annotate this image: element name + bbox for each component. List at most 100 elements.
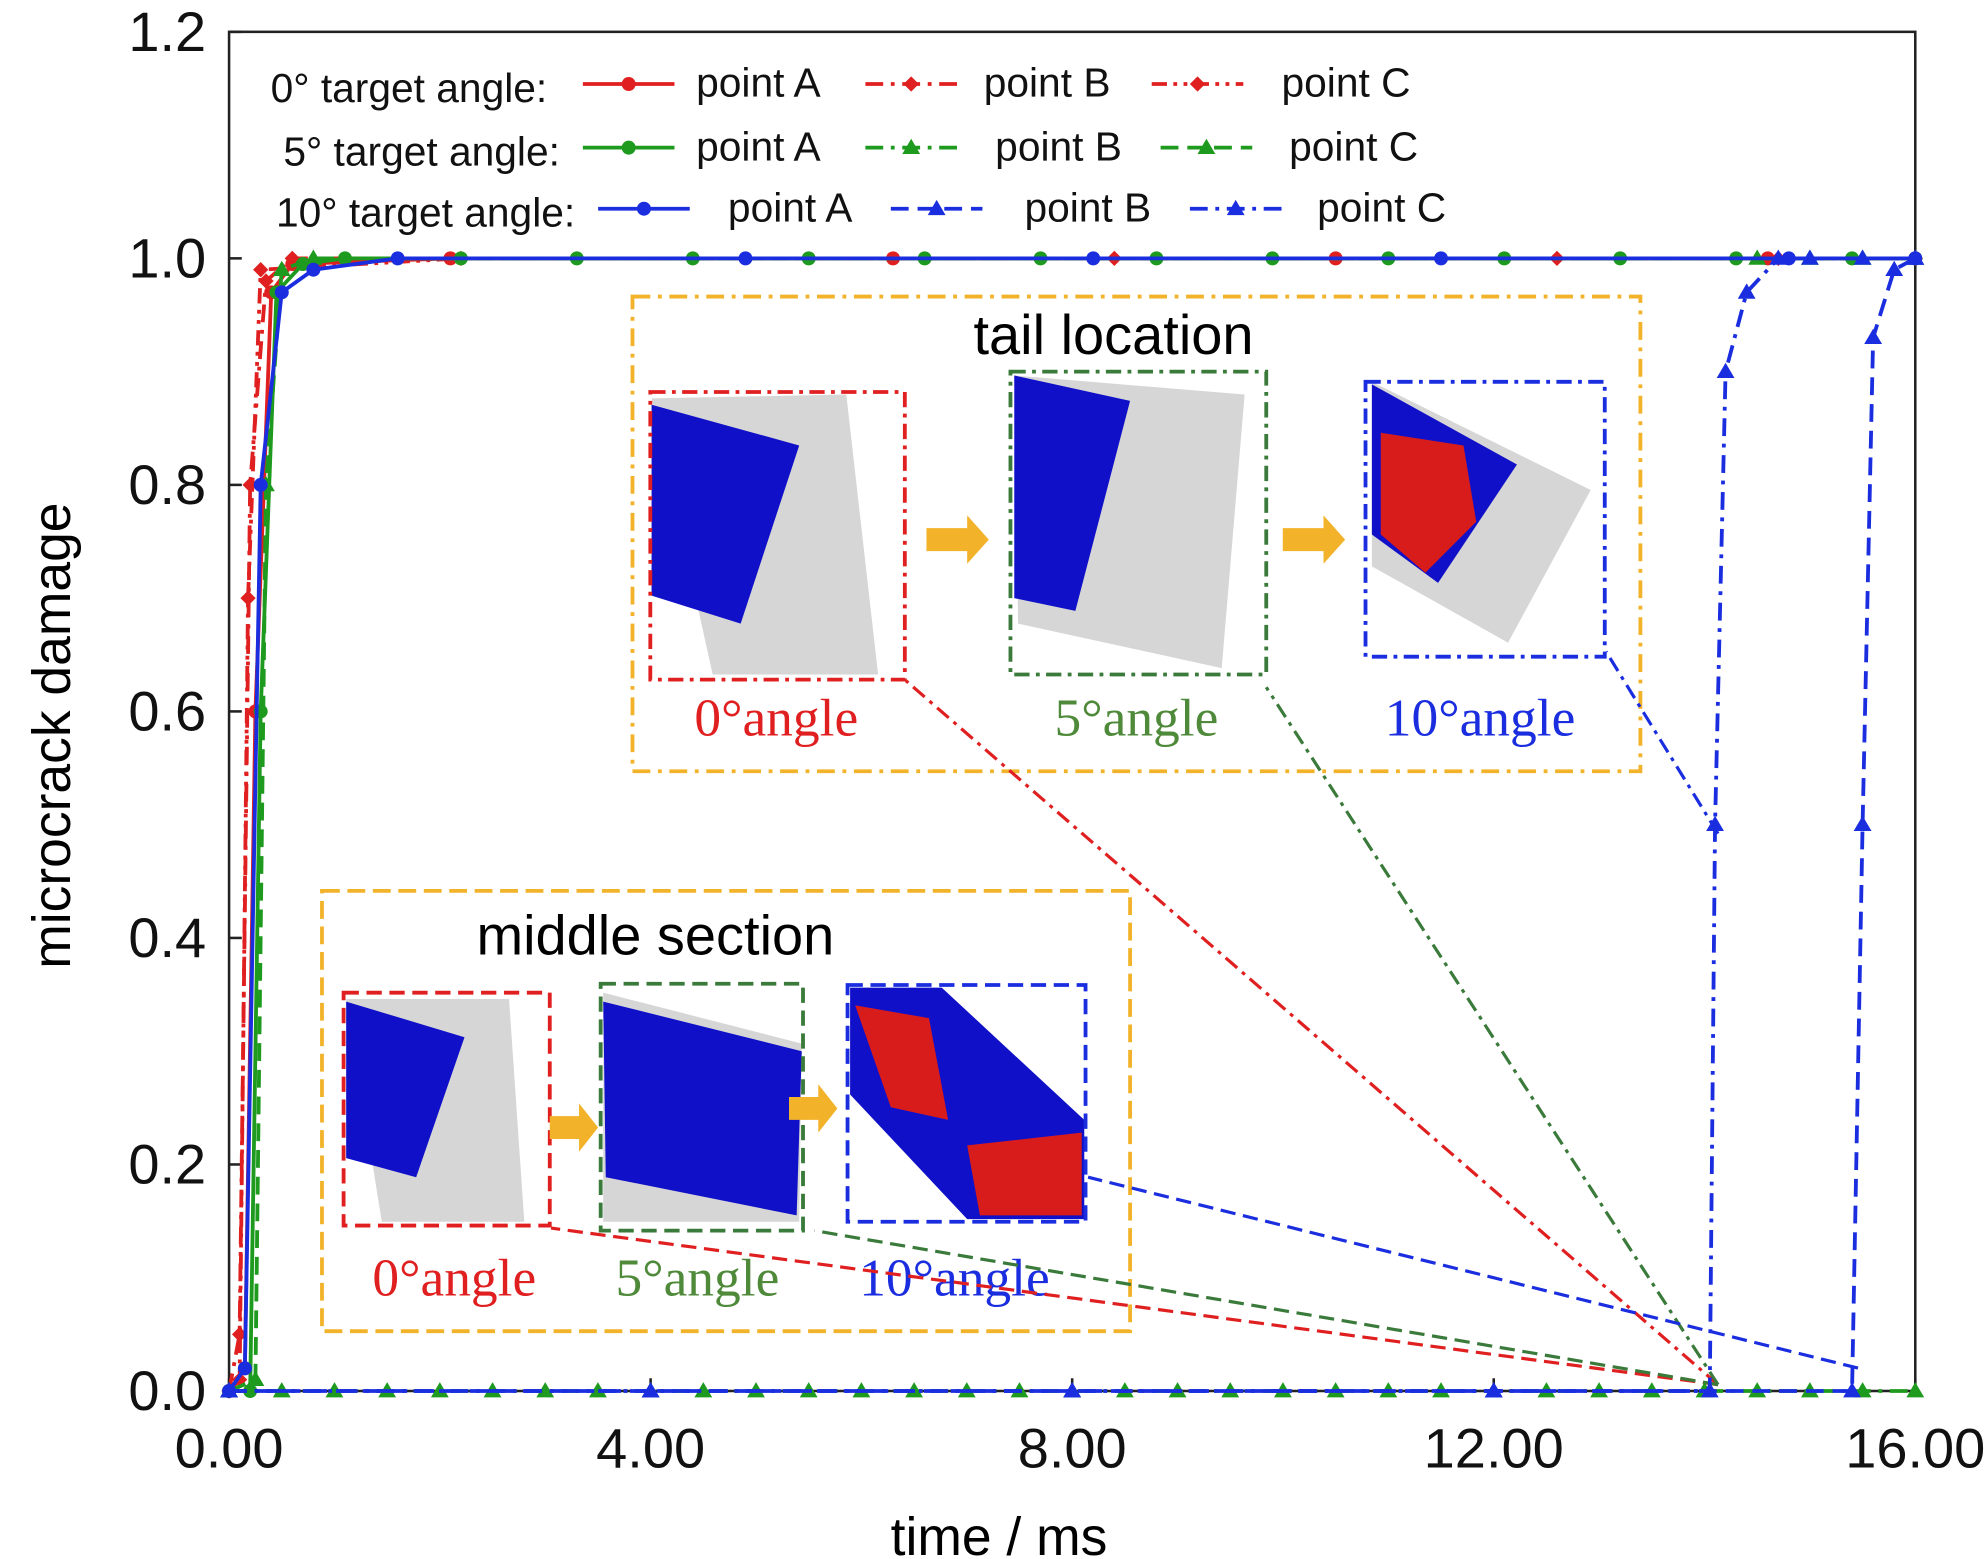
marker (1843, 1382, 1861, 1398)
marker (1700, 1382, 1719, 1398)
legend-label: point A (696, 60, 821, 106)
inset-label: 10°angle (1385, 688, 1576, 748)
sample (1014, 375, 1131, 611)
legend-label: point C (1282, 60, 1411, 106)
inset-frame (845, 983, 1088, 1224)
inset-frame (648, 390, 907, 682)
x-tick-label: 16.00 (1845, 1416, 1984, 1479)
arrow (549, 1103, 599, 1152)
y-tick-label: 0.0 (128, 1359, 206, 1422)
marker (536, 1382, 555, 1398)
y-tick-label: 0.6 (128, 680, 206, 743)
y-tick-label: 1.2 (128, 0, 206, 63)
sample (967, 1132, 1082, 1216)
inset-frame (630, 294, 1643, 774)
arrow (789, 1084, 838, 1133)
marker (253, 477, 268, 492)
marker (258, 273, 274, 289)
legend-marker (902, 138, 921, 155)
legend-marker (903, 76, 919, 92)
marker (641, 1382, 660, 1398)
inset-label: 10°angle (859, 1248, 1050, 1308)
marker (325, 1382, 344, 1398)
inset-frame (341, 990, 552, 1228)
marker (243, 1383, 258, 1398)
legend-marker (636, 201, 651, 216)
sample (651, 404, 800, 624)
marker (304, 249, 323, 265)
inset-title: tail location (973, 303, 1253, 366)
sample (855, 1005, 949, 1120)
pointer (1604, 650, 1720, 835)
y-tick-label: 0.4 (128, 906, 206, 969)
marker (220, 1382, 238, 1398)
y-tick-label: 0.8 (128, 453, 206, 516)
sample (1380, 432, 1477, 573)
legend-group: 5° target angle: (283, 128, 560, 174)
inset-label: 0°angle (372, 1248, 536, 1308)
marker (1885, 260, 1904, 277)
inset-label: 0°angle (694, 688, 858, 748)
legend-group: 10° target angle: (276, 190, 575, 236)
pointer (1264, 686, 1720, 1386)
x-tick-label: 0.00 (175, 1416, 284, 1479)
legend-label: point B (984, 60, 1111, 106)
marker (1484, 1382, 1503, 1398)
legend-marker (621, 77, 636, 92)
x-tick-label: 12.00 (1424, 1416, 1564, 1479)
legend-group: 0° target angle: (271, 65, 548, 111)
marker (272, 260, 291, 277)
y-tick-label: 0.2 (128, 1133, 206, 1196)
x-axis-label: time / ms (891, 1508, 1108, 1559)
legend-label: point B (995, 123, 1122, 169)
marker (694, 1382, 713, 1398)
legend-marker (927, 199, 946, 216)
marker (1769, 249, 1788, 265)
marker (738, 251, 753, 266)
marker (231, 1326, 248, 1342)
pointer (814, 1229, 1719, 1387)
inset-middle: middle section 0°angle 5°angle 10°angle (320, 888, 1132, 1334)
inset-title: middle section (476, 903, 834, 966)
sample (603, 1001, 802, 1216)
marker (274, 285, 289, 300)
pointers (550, 650, 1859, 1387)
marker (1864, 328, 1883, 345)
x-tick-label: 8.00 (1018, 1416, 1127, 1479)
inset-frame (1363, 379, 1607, 659)
legend-marker (1226, 199, 1245, 216)
sample (346, 1001, 465, 1178)
y-tick-label: 1.0 (128, 226, 206, 289)
series (220, 249, 1925, 1398)
marker (253, 262, 269, 278)
marker (1737, 283, 1756, 299)
legend-label: point B (1024, 184, 1151, 230)
marker (240, 590, 256, 606)
pointer (550, 1226, 1719, 1387)
inset-label: 5°angle (615, 1248, 779, 1308)
marker (589, 1382, 607, 1398)
x-tick-label: 4.00 (596, 1416, 705, 1479)
inset-frame (320, 888, 1132, 1334)
legend-label: point A (696, 123, 821, 169)
series-line (229, 256, 1916, 1393)
marker (1906, 249, 1925, 265)
legend-marker (621, 140, 636, 155)
legend-label: point A (728, 184, 853, 230)
marker (1853, 249, 1872, 265)
legend-marker (1197, 138, 1216, 155)
marker (306, 262, 321, 277)
pointer (905, 679, 1720, 1386)
arrow (1282, 515, 1346, 564)
marker (1853, 815, 1872, 832)
legend-label: point C (1317, 184, 1446, 230)
marker (237, 1361, 252, 1376)
marker (390, 251, 405, 266)
marker (1706, 815, 1724, 832)
marker (1906, 1382, 1925, 1398)
legend-marker (1189, 76, 1206, 92)
arrow (926, 515, 989, 564)
y-axis-label: microcrack damage (23, 502, 82, 968)
marker (1716, 362, 1735, 378)
